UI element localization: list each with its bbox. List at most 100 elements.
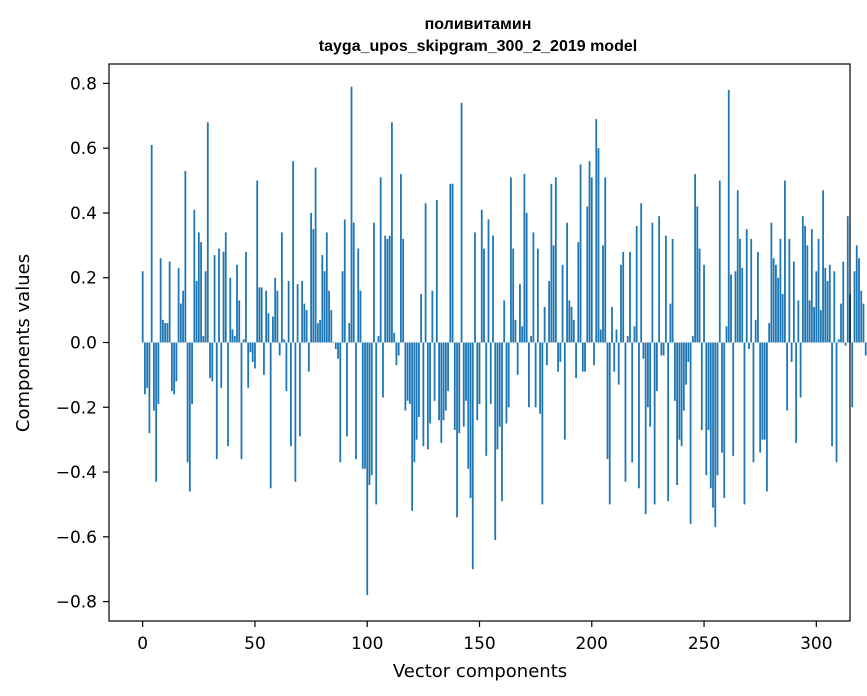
bar [759,342,762,453]
bar [281,232,283,343]
bar [173,342,176,395]
bar [420,293,423,343]
bar [786,342,789,411]
bar [581,342,584,372]
bar [496,342,499,450]
bar [269,342,272,489]
bar [563,342,566,440]
bar [382,342,384,398]
bar [361,342,364,469]
bar [148,342,151,434]
bar [233,336,236,343]
bar [157,342,160,405]
bar [379,177,382,343]
x-tick-label: 200 [576,634,608,654]
bar [213,255,216,343]
bar [649,342,652,427]
bar [705,342,708,476]
bar [224,232,227,343]
bar [602,245,604,343]
x-axis: 0 50 100 150 200 250 300 [137,621,833,654]
bar [730,274,732,343]
bar [368,342,371,485]
bar [862,303,865,343]
bar [503,300,506,343]
bar [188,342,191,492]
bar [599,329,602,343]
bar [851,342,854,408]
bar [590,177,593,343]
bar [723,342,726,498]
bar [541,342,544,505]
bar [218,248,220,343]
bar [298,342,301,437]
bar [485,342,488,456]
bar [822,190,824,343]
bar [804,225,806,343]
bar [388,235,391,343]
bar [667,342,670,502]
bar [572,319,575,343]
bars-group [141,86,867,596]
y-tick-label: 0.6 [70,139,97,159]
bar [669,303,672,343]
bar [492,235,494,343]
bar [238,300,241,343]
bar [658,216,661,343]
bar [170,342,173,392]
bar [725,326,728,343]
bar [631,342,634,463]
bar [442,342,445,421]
bar [206,122,209,343]
bar [478,342,481,405]
bar [748,342,750,349]
bar [763,342,766,440]
bar [397,342,400,356]
bar [460,102,463,343]
bar [177,268,180,343]
bar [498,342,501,427]
bar [777,277,780,343]
bar [328,290,330,343]
bar [536,248,539,343]
bar [550,183,553,343]
bar [651,222,654,343]
bar [265,290,268,343]
bar [435,200,438,343]
bar [229,277,232,343]
chart-subtitle: tayga_upos_skipgram_300_2_2019 model [319,38,637,55]
bar [168,261,171,343]
bar [510,177,512,343]
bar [355,342,357,460]
bar [716,342,719,476]
bar [357,248,360,343]
bar [846,216,849,343]
bar [815,271,818,343]
bar [505,342,508,424]
bar [195,280,198,343]
bar [247,342,250,388]
bar [671,238,674,343]
bar [519,284,521,343]
bar [568,300,571,343]
bar [840,303,842,343]
bar [826,280,829,343]
bar [204,271,207,343]
bar [584,342,586,372]
bar [864,342,867,356]
bar [703,264,705,343]
bar [325,232,328,343]
bar [402,238,405,343]
bar [727,89,730,343]
bar [433,342,436,401]
bar [557,342,559,372]
bar [377,336,380,343]
bar [375,342,378,505]
bar [343,219,346,343]
bar [750,238,753,343]
bar [514,319,517,343]
bar [534,342,537,408]
bar [474,232,476,343]
bar [757,251,759,343]
